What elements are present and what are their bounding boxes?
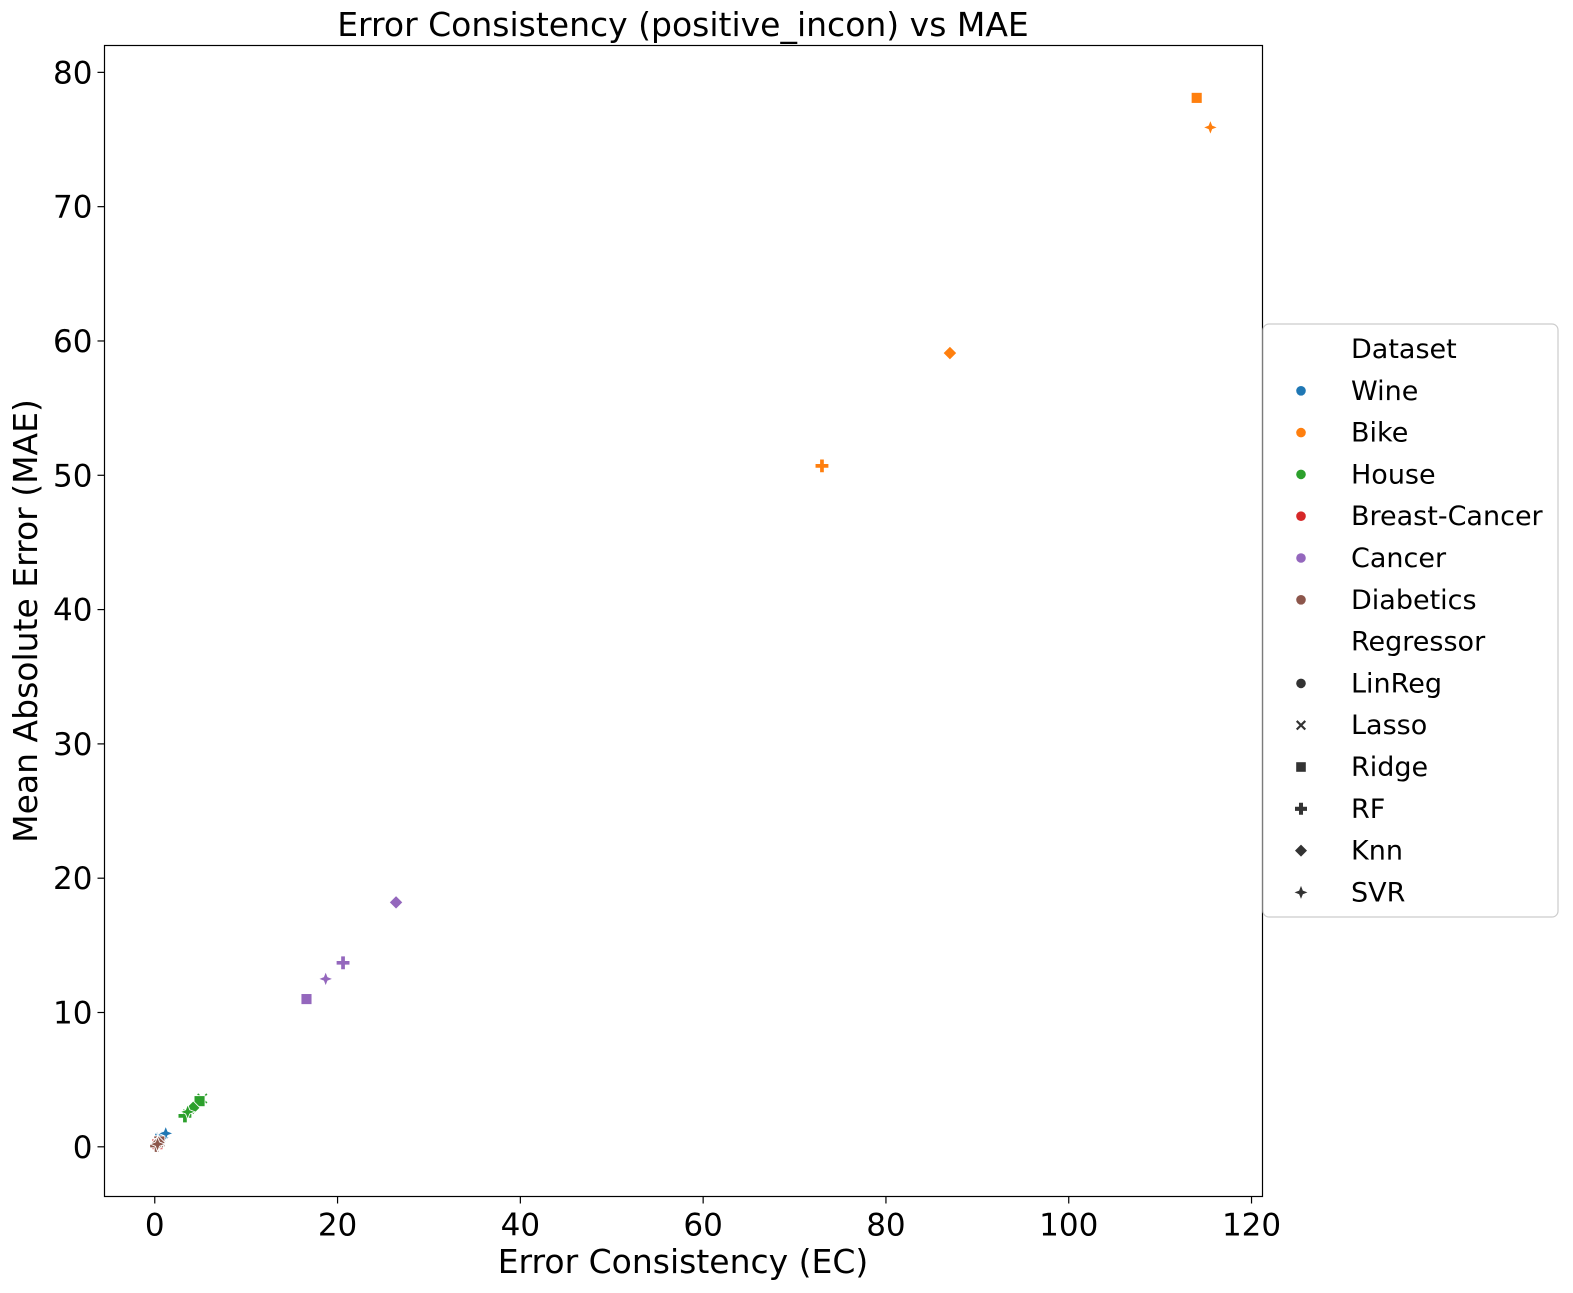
legend-dataset-cancer-marker [1296,553,1306,563]
y-tick-label: 0 [73,1130,93,1166]
legend-dataset-house-marker [1296,469,1306,480]
x-axis-label: Error Consistency (EC) [498,1242,869,1281]
plot-frame [103,44,1264,1198]
legend-regressor-rf-marker [1295,802,1307,815]
x-tick-label: 0 [145,1208,165,1244]
y-tick-label: 30 [53,727,92,763]
legend-dataset-title: Dataset [1351,334,1457,365]
legend-regressor-svr-marker [1294,885,1308,899]
point-house-svr [179,1103,197,1121]
plot-area [148,91,1220,1153]
x-tick-label: 100 [1039,1208,1098,1244]
point-bike-svr [1201,118,1220,137]
y-tick-label: 80 [53,55,92,91]
legend-regressor-ridge-label: Ridge [1351,752,1428,783]
x-tick-label: 120 [1222,1208,1281,1244]
point-diabetics-svr [148,1135,167,1153]
legend-box [1262,323,1559,918]
legend-regressor-linreg-marker [1296,678,1306,689]
legend-dataset-wine-label: Wine [1351,376,1418,407]
point-bike-ridge [1190,91,1203,104]
legend-regressor-title: Regressor [1351,627,1486,658]
legend: Dataset Wine Bike House Breast-Cancer Cancer D… [1262,323,1559,918]
legend-regressor-ridge-marker [1296,762,1306,772]
y-tick-label: 20 [53,861,92,897]
y-tick-label: 70 [53,190,92,226]
legend-dataset-bike-label: Bike [1351,418,1408,449]
legend-regressor-rf-label: RF [1351,794,1385,825]
legend-regressor-knn-label: Knn [1351,836,1403,867]
x-tick-label: 20 [318,1208,357,1244]
y-tick-label: 60 [53,324,92,360]
y-tick-label: 10 [53,996,92,1032]
point-cancer-svr [317,970,335,988]
point-cancer-rf [335,955,351,971]
legend-dataset-breast-cancer-label: Breast-Cancer [1351,501,1544,532]
y-axis-label: Mean Absolute Error (MAE) [6,399,45,843]
legend-dataset-wine-marker [1296,386,1306,396]
legend-regressor-svr-label: SVR [1351,877,1405,908]
legend-regressor-knn-marker [1295,844,1307,857]
legend-dataset-cancer-label: Cancer [1351,543,1447,574]
y-tick-label: 40 [53,593,92,629]
legend-dataset-house-label: House [1351,459,1436,490]
point-bike-rf [814,458,830,474]
y-axis: 0 10 20 30 40 50 60 70 80 [53,55,105,1166]
point-cancer-ridge [300,993,313,1006]
point-cancer-knn [388,894,404,910]
chart-title: Error Consistency (positive_incon) vs MA… [337,5,1029,44]
legend-regressor-lasso-marker [1295,720,1307,731]
y-tick-label: 50 [53,458,92,494]
point-bike-knn [942,345,958,361]
x-tick-label: 60 [683,1208,722,1244]
legend-dataset-diabetics-label: Diabetics [1351,585,1477,616]
legend-dataset-bike-marker [1296,427,1306,438]
legend-regressor-lasso-label: Lasso [1351,710,1427,741]
point-wine-svr [157,1124,175,1143]
x-tick-label: 40 [501,1208,540,1244]
legend-dataset-breast-cancer-marker [1296,511,1306,521]
point-house-ridge [193,1095,206,1108]
x-axis: 0 20 40 60 80 100 120 [145,1196,1281,1244]
x-tick-label: 80 [866,1208,905,1244]
legend-dataset-diabetics-marker [1296,595,1306,605]
legend-regressor-linreg-label: LinReg [1351,668,1442,699]
